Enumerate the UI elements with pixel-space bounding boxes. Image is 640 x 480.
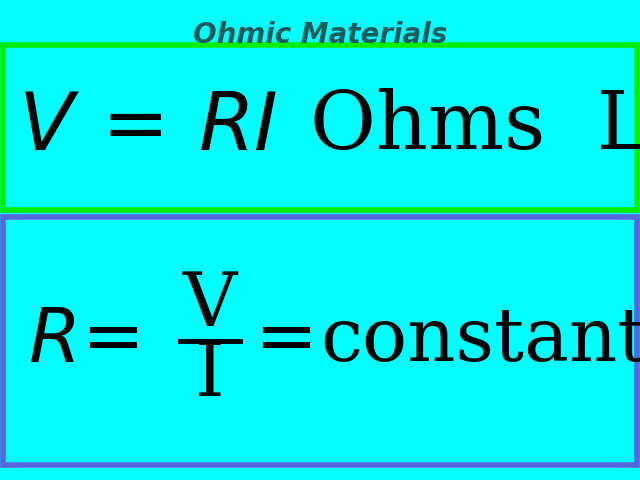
Text: constant: constant <box>320 304 640 377</box>
Text: Ohms  Law: Ohms Law <box>310 88 640 167</box>
Text: =: = <box>255 304 318 377</box>
Bar <box>3 217 637 465</box>
Text: =: = <box>82 304 145 377</box>
Bar <box>3 45 637 210</box>
Text: $\mathit{V}$$\,=\,$$\mathit{RI}$: $\mathit{V}$$\,=\,$$\mathit{RI}$ <box>18 88 278 167</box>
Text: Ohmic Materials: Ohmic Materials <box>193 21 447 49</box>
Text: V: V <box>183 269 237 343</box>
Text: I: I <box>195 339 225 412</box>
Text: $\mathit{R}$: $\mathit{R}$ <box>28 304 75 377</box>
